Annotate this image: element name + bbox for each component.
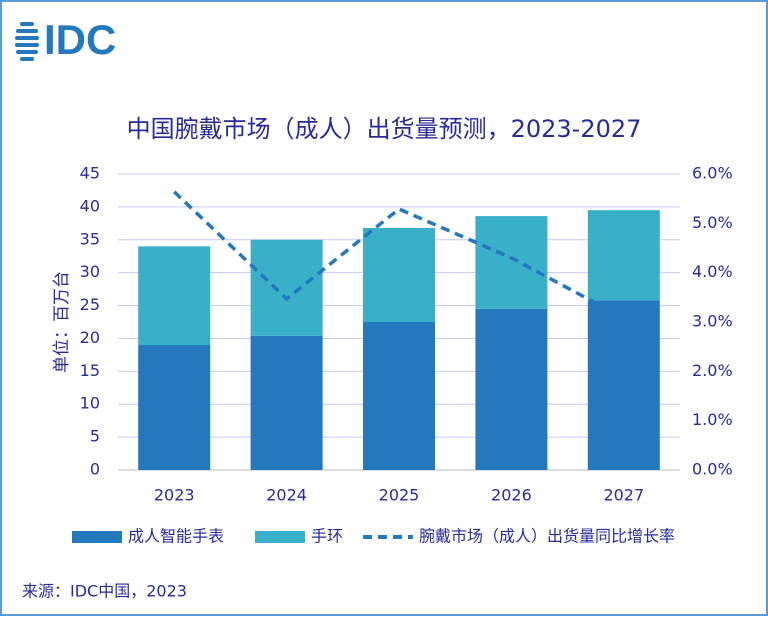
legend-label: 腕戴市场（成人）出货量同比增长率: [419, 527, 675, 546]
y-tick-label: 10: [80, 394, 100, 413]
y-tick-label: 20: [80, 328, 100, 347]
bar: [587, 210, 660, 301]
chart-title: 中国腕戴市场（成人）出货量预测，2023-2027: [127, 115, 642, 143]
logo: IDC: [44, 16, 116, 63]
logo-icon: [15, 22, 39, 61]
y2-tick-label: 2.0%: [692, 361, 733, 380]
y-tick-label: 30: [80, 262, 100, 281]
legend-label: 成人智能手表: [128, 527, 224, 546]
y2-tick-label: 3.0%: [692, 312, 733, 331]
y2-tick-label: 4.0%: [692, 262, 733, 281]
y-tick-label: 25: [80, 295, 100, 314]
x-tick-label: 2027: [603, 486, 644, 505]
bar: [587, 300, 660, 470]
bar: [250, 335, 323, 470]
source: 来源：IDC中国，2023: [22, 582, 187, 601]
bar: [250, 239, 323, 336]
bar: [138, 345, 211, 470]
x-tick-label: 2023: [154, 486, 195, 505]
legend-label: 手环: [311, 527, 343, 546]
legend-swatch: [255, 531, 305, 543]
y-tick-label: 15: [80, 361, 100, 380]
x-tick-label: 2025: [379, 486, 420, 505]
y2-tick-label: 1.0%: [692, 410, 733, 429]
y2-tick-label: 0.0%: [692, 460, 733, 479]
y2-tick-label: 6.0%: [692, 164, 733, 183]
y-tick-label: 40: [80, 196, 100, 215]
x-tick-label: 2024: [266, 486, 307, 505]
bar: [363, 322, 435, 470]
bar: [363, 227, 435, 322]
x-tick-label: 2026: [491, 486, 532, 505]
y-axis-title: 单位：百万台: [52, 271, 72, 373]
bar: [475, 216, 548, 309]
y2-tick-label: 5.0%: [692, 213, 733, 232]
y-tick-label: 45: [80, 164, 100, 183]
bar: [138, 246, 211, 346]
y-tick-label: 5: [90, 427, 100, 446]
y-tick-label: 35: [80, 229, 100, 248]
y-tick-label: 0: [90, 460, 100, 479]
bar: [475, 308, 548, 470]
legend-swatch: [72, 531, 122, 543]
